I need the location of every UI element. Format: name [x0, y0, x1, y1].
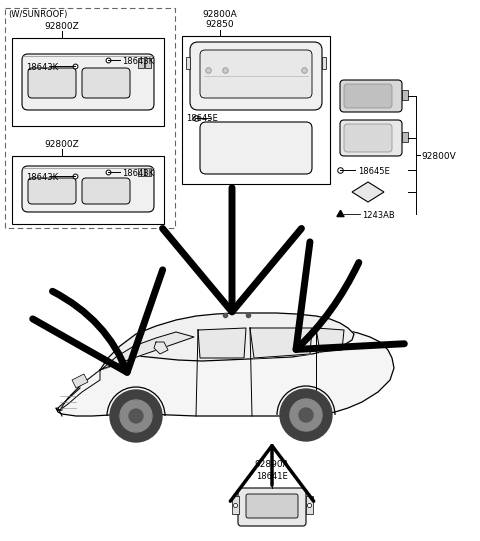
FancyBboxPatch shape — [190, 42, 322, 110]
Circle shape — [299, 408, 313, 422]
FancyBboxPatch shape — [200, 122, 312, 174]
Circle shape — [280, 389, 332, 441]
FancyBboxPatch shape — [200, 50, 312, 98]
Bar — [402, 90, 408, 100]
Text: 18645E: 18645E — [358, 167, 390, 176]
Polygon shape — [250, 328, 312, 358]
Text: 18643K: 18643K — [26, 173, 58, 182]
Polygon shape — [154, 342, 168, 354]
Text: 18643K: 18643K — [122, 57, 154, 66]
Bar — [186, 57, 190, 69]
Polygon shape — [60, 370, 100, 410]
Circle shape — [290, 399, 322, 431]
Text: 1243AB: 1243AB — [362, 211, 395, 220]
Circle shape — [129, 409, 143, 423]
Text: 92800V: 92800V — [421, 152, 456, 161]
Text: 92800A: 92800A — [203, 10, 238, 19]
FancyBboxPatch shape — [344, 84, 392, 108]
Bar — [5, 8, 175, 228]
Polygon shape — [316, 328, 344, 352]
Bar — [138, 168, 144, 176]
Circle shape — [110, 390, 162, 442]
FancyBboxPatch shape — [340, 80, 402, 112]
Text: 92890A: 92890A — [254, 460, 289, 469]
FancyBboxPatch shape — [246, 494, 298, 518]
Text: 92850: 92850 — [206, 20, 234, 29]
FancyBboxPatch shape — [28, 178, 76, 204]
Circle shape — [120, 400, 152, 432]
FancyBboxPatch shape — [82, 68, 130, 98]
Text: 92800Z: 92800Z — [45, 140, 79, 149]
Polygon shape — [72, 374, 88, 388]
Bar — [402, 132, 408, 142]
Bar — [12, 38, 164, 126]
FancyBboxPatch shape — [22, 166, 154, 212]
Bar — [138, 58, 144, 68]
Text: 18643K: 18643K — [26, 63, 58, 72]
FancyBboxPatch shape — [344, 124, 392, 152]
Polygon shape — [56, 328, 394, 416]
Polygon shape — [100, 313, 354, 370]
FancyBboxPatch shape — [340, 120, 402, 156]
Bar — [145, 168, 151, 176]
Polygon shape — [102, 332, 194, 369]
Text: 18645E: 18645E — [186, 114, 218, 123]
FancyBboxPatch shape — [82, 178, 130, 204]
Polygon shape — [352, 182, 384, 202]
Text: 18641E: 18641E — [256, 472, 288, 481]
Bar — [306, 496, 313, 514]
Text: 92800Z: 92800Z — [45, 22, 79, 31]
FancyBboxPatch shape — [238, 488, 306, 526]
Bar — [322, 57, 326, 69]
Bar — [12, 156, 164, 224]
Text: (W/SUNROOF): (W/SUNROOF) — [8, 10, 67, 19]
Bar — [182, 36, 330, 184]
Polygon shape — [198, 328, 246, 358]
FancyBboxPatch shape — [22, 54, 154, 110]
FancyBboxPatch shape — [28, 68, 76, 98]
Bar — [145, 58, 151, 68]
Bar — [232, 496, 239, 514]
Text: 18643K: 18643K — [122, 169, 154, 178]
